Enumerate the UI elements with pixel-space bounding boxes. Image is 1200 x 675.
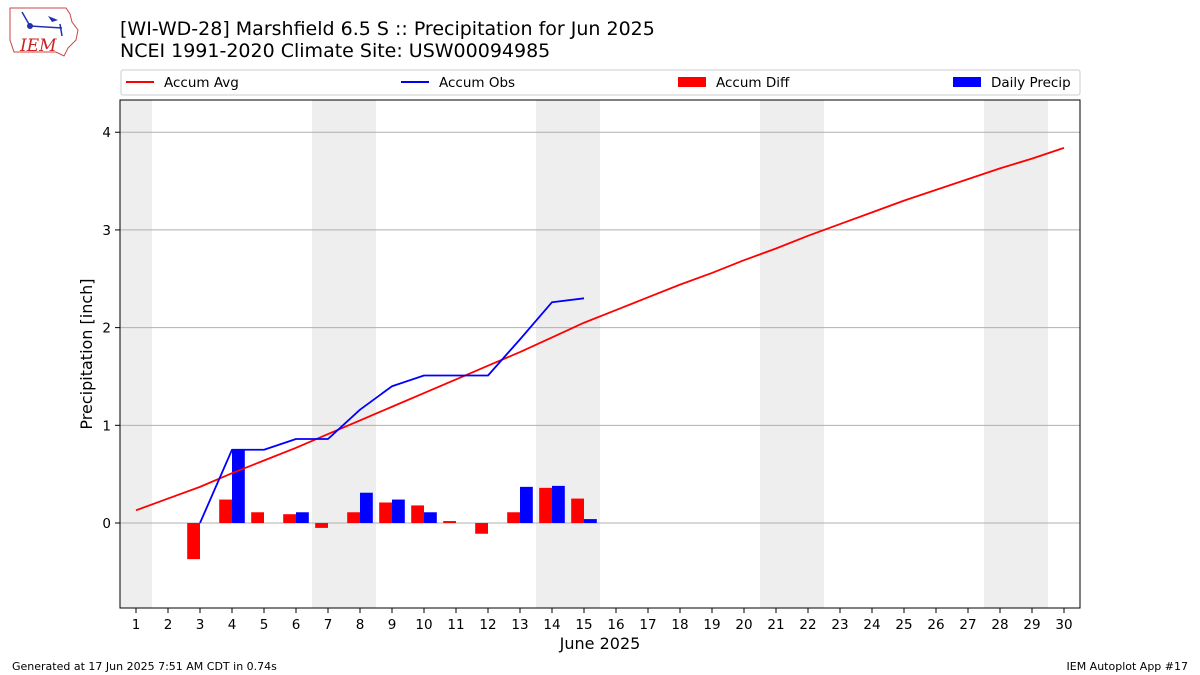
grid-lines bbox=[120, 131, 1080, 524]
y-axis-ticks: 0 1 2 3 4 bbox=[102, 125, 120, 532]
x-axis-label: June 2025 bbox=[559, 634, 641, 653]
accum-diff-bar-7 bbox=[315, 523, 328, 528]
accum-diff-bar-5 bbox=[251, 512, 264, 524]
x-tick-label-13: 13 bbox=[511, 617, 528, 633]
legend: Accum Avg Accum Obs Accum Diff Daily Precip bbox=[120, 69, 1081, 96]
y-tick-label-2: 2 bbox=[102, 321, 111, 337]
x-tick-label-15: 15 bbox=[575, 617, 592, 633]
x-tick-label-17: 17 bbox=[639, 617, 656, 633]
x-tick-label-1: 1 bbox=[132, 617, 141, 633]
x-tick-label-20: 20 bbox=[735, 617, 752, 633]
daily-precip-bar-10 bbox=[424, 512, 437, 524]
lines bbox=[135, 147, 1065, 524]
y-tick-label-4: 4 bbox=[102, 125, 111, 141]
daily-precip-bar-15 bbox=[584, 519, 597, 524]
footer-app: IEM Autoplot App #17 bbox=[1067, 660, 1189, 673]
daily-precip-bar-14 bbox=[552, 485, 565, 524]
x-tick-label-9: 9 bbox=[388, 617, 397, 633]
accum-diff-bar-3 bbox=[187, 523, 200, 560]
iem-logo: IEM bbox=[9, 7, 79, 57]
x-tick-label-19: 19 bbox=[703, 617, 720, 633]
weekend-shade-1 bbox=[312, 100, 376, 608]
logo-text: IEM bbox=[19, 36, 57, 56]
footer-generated: Generated at 17 Jun 2025 7:51 AM CDT in … bbox=[12, 660, 277, 673]
x-tick-label-3: 3 bbox=[196, 617, 205, 633]
accum-diff-bar-6 bbox=[283, 514, 296, 524]
legend-label-accum-obs: Accum Obs bbox=[439, 75, 515, 91]
x-tick-label-21: 21 bbox=[767, 617, 784, 633]
x-tick-label-11: 11 bbox=[447, 617, 464, 633]
x-tick-label-7: 7 bbox=[324, 617, 333, 633]
x-tick-label-22: 22 bbox=[799, 617, 816, 633]
weekend-shade-2 bbox=[536, 100, 600, 608]
accum-diff-bar-8 bbox=[347, 512, 360, 524]
x-tick-label-12: 12 bbox=[479, 617, 496, 633]
accum-obs-line bbox=[199, 297, 585, 524]
x-tick-label-2: 2 bbox=[164, 617, 173, 633]
accum-diff-bar-9 bbox=[379, 502, 392, 524]
accum-diff-bar-4 bbox=[219, 499, 232, 524]
legend-label-daily-precip: Daily Precip bbox=[991, 75, 1071, 91]
daily-precip-bar-4 bbox=[232, 449, 245, 524]
legend-label-accum-diff: Accum Diff bbox=[716, 75, 790, 91]
daily-precip-bar-8 bbox=[360, 492, 373, 524]
x-tick-label-18: 18 bbox=[671, 617, 688, 633]
x-tick-label-30: 30 bbox=[1055, 617, 1072, 633]
x-tick-label-14: 14 bbox=[543, 617, 560, 633]
accum-diff-bar-14 bbox=[539, 487, 552, 524]
x-tick-label-6: 6 bbox=[292, 617, 301, 633]
chart-title: [WI-WD-28] Marshfield 6.5 S :: Precipita… bbox=[120, 18, 655, 40]
legend-label-accum-avg: Accum Avg bbox=[164, 75, 239, 91]
accum-diff-bar-10 bbox=[411, 505, 424, 524]
x-axis-ticks: 1 2 3 4 5 6 7 8 9 10 11 12 13 14 15 16 17 18 19 20 21 22 23 24 2… bbox=[132, 608, 1073, 633]
x-tick-label-26: 26 bbox=[927, 617, 944, 633]
plot-frame bbox=[119, 99, 1081, 609]
x-tick-label-25: 25 bbox=[895, 617, 912, 633]
x-tick-label-5: 5 bbox=[260, 617, 269, 633]
legend-swatch-daily-precip bbox=[953, 77, 981, 87]
weekend-shade-4 bbox=[984, 100, 1048, 608]
accum-diff-bar-12 bbox=[475, 523, 488, 534]
accum-avg-line bbox=[135, 147, 1065, 512]
weekend-shade-0 bbox=[120, 100, 152, 608]
accum-diff-bar-11 bbox=[443, 521, 456, 524]
x-tick-label-24: 24 bbox=[863, 617, 880, 633]
chart-subtitle: NCEI 1991-2020 Climate Site: USW00094985 bbox=[120, 40, 550, 62]
x-tick-label-4: 4 bbox=[228, 617, 237, 633]
y-tick-label-3: 3 bbox=[102, 223, 111, 239]
y-tick-label-1: 1 bbox=[102, 418, 111, 434]
accum-diff-bar-15 bbox=[571, 498, 584, 524]
x-tick-label-10: 10 bbox=[415, 617, 432, 633]
x-tick-label-28: 28 bbox=[991, 617, 1008, 633]
y-tick-label-0: 0 bbox=[102, 516, 111, 532]
x-tick-label-23: 23 bbox=[831, 617, 848, 633]
weekend-shade-3 bbox=[760, 100, 824, 608]
daily-precip-bar-6 bbox=[296, 512, 309, 524]
x-tick-label-29: 29 bbox=[1023, 617, 1040, 633]
x-tick-label-16: 16 bbox=[607, 617, 624, 633]
bars bbox=[187, 449, 597, 560]
x-tick-label-8: 8 bbox=[356, 617, 365, 633]
daily-precip-bar-13 bbox=[520, 486, 533, 524]
legend-swatch-accum-diff bbox=[678, 77, 706, 87]
daily-precip-bar-9 bbox=[392, 499, 405, 524]
accum-diff-bar-13 bbox=[507, 512, 520, 524]
y-axis-label: Precipitation [inch] bbox=[77, 278, 96, 429]
x-tick-label-27: 27 bbox=[959, 617, 976, 633]
weekend-shading bbox=[120, 100, 1048, 608]
